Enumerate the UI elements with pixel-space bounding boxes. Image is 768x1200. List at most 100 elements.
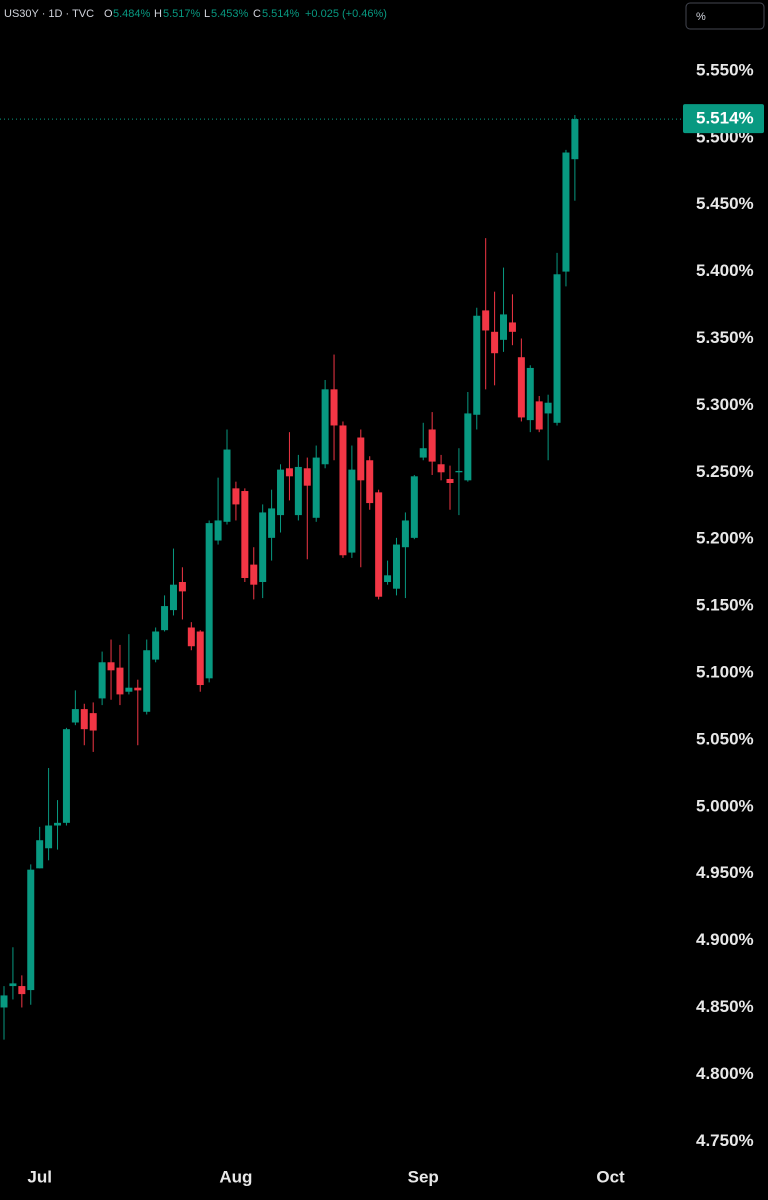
symbol: US30Y · 1D · TVC <box>4 8 94 20</box>
candle-body <box>562 152 570 272</box>
change: +0.025 (+0.46%) <box>305 8 387 20</box>
y-tick-label: 5.250% <box>696 462 754 481</box>
candle-body <box>535 401 543 430</box>
candle-body <box>482 310 490 331</box>
candle-body <box>428 429 436 462</box>
candle-body <box>392 544 400 589</box>
y-tick-label: 4.900% <box>696 930 754 949</box>
candle-body <box>27 869 35 991</box>
candle-body <box>0 995 8 1008</box>
candle-body <box>232 488 240 505</box>
candle-body <box>571 119 579 160</box>
candle-body <box>71 709 79 723</box>
candle-body <box>437 464 445 473</box>
candle-body <box>62 729 70 823</box>
candle-body <box>36 840 44 869</box>
x-tick-label: Jul <box>27 1167 52 1186</box>
y-tick-label: 5.150% <box>696 596 754 615</box>
y-tick-label: 4.800% <box>696 1064 754 1083</box>
y-tick-label: 5.000% <box>696 796 754 815</box>
ohlc-value: 5.517% <box>163 8 201 20</box>
ohlc-key: O <box>104 8 113 20</box>
candle-body <box>517 357 525 418</box>
y-tick-label: 5.200% <box>696 529 754 548</box>
candle-body <box>187 627 195 647</box>
ohlc-value: 5.484% <box>113 8 151 20</box>
candle-body <box>143 650 151 712</box>
candle-body <box>544 402 552 414</box>
candle-body <box>357 437 365 481</box>
y-tick-label: 5.100% <box>696 662 754 681</box>
y-tick-label: 5.450% <box>696 194 754 213</box>
candle-body <box>473 315 481 415</box>
x-tick-label: Sep <box>408 1167 439 1186</box>
y-tick-label: 5.050% <box>696 729 754 748</box>
candle-body <box>134 687 142 691</box>
candle-body <box>303 468 311 486</box>
x-tick-label: Oct <box>596 1167 625 1186</box>
last-price-label: 5.514% <box>696 109 754 128</box>
candle-body <box>169 584 177 611</box>
candle-body <box>268 508 276 538</box>
candle-body <box>526 367 534 421</box>
candle-body <box>348 469 356 553</box>
candle-body <box>250 564 258 585</box>
candle-body <box>285 468 293 477</box>
last-price-tag <box>683 104 764 134</box>
candle-body <box>241 491 249 578</box>
ohlc-value: 5.514% <box>262 8 300 20</box>
candle-body <box>500 314 508 340</box>
candle-body <box>339 425 347 556</box>
candle-body <box>223 449 231 522</box>
candle-body <box>321 389 329 465</box>
candle-body <box>205 523 213 679</box>
candle-body <box>196 631 204 686</box>
candle-body <box>125 687 133 692</box>
candle-body <box>161 606 169 631</box>
candle-body <box>116 667 124 695</box>
candle-body <box>491 331 499 354</box>
candle-body <box>294 466 302 516</box>
unit-button-label[interactable]: % <box>696 11 706 23</box>
candle-body <box>178 582 186 592</box>
candle-body <box>375 492 383 597</box>
y-tick-label: 5.350% <box>696 328 754 347</box>
ohlc-key: C <box>253 8 261 20</box>
y-tick-label: 4.950% <box>696 863 754 882</box>
y-tick-label: 5.550% <box>696 60 754 79</box>
candle-body <box>401 520 409 548</box>
y-tick-label: 4.850% <box>696 997 754 1016</box>
candle-body <box>464 413 472 481</box>
candle-body <box>54 822 62 826</box>
candle-body <box>508 322 516 332</box>
candle-body <box>419 448 427 458</box>
ohlc-key: H <box>154 8 162 20</box>
x-tick-label: Aug <box>219 1167 252 1186</box>
ohlc-key: L <box>204 8 210 20</box>
candle-body <box>98 662 106 699</box>
candle-body <box>259 512 267 583</box>
candle-body <box>330 389 338 426</box>
candle-body <box>455 470 463 473</box>
candle-body <box>214 520 222 541</box>
candle-body <box>384 575 392 583</box>
candle-body <box>446 478 454 483</box>
unit-button[interactable] <box>685 2 765 30</box>
candle-body <box>152 631 160 660</box>
y-tick-label: 5.400% <box>696 261 754 280</box>
candle-body <box>277 469 285 516</box>
candle-body <box>18 986 26 995</box>
candle-body <box>107 662 115 671</box>
y-tick-label: 5.300% <box>696 395 754 414</box>
candle-body <box>45 825 53 849</box>
candle-body <box>312 457 320 518</box>
candle-body <box>366 460 374 504</box>
candle-body <box>9 983 17 987</box>
y-tick-label: 4.750% <box>696 1131 754 1150</box>
ohlc-value: 5.453% <box>211 8 249 20</box>
candle-body <box>80 709 88 730</box>
candle-body <box>89 713 97 731</box>
